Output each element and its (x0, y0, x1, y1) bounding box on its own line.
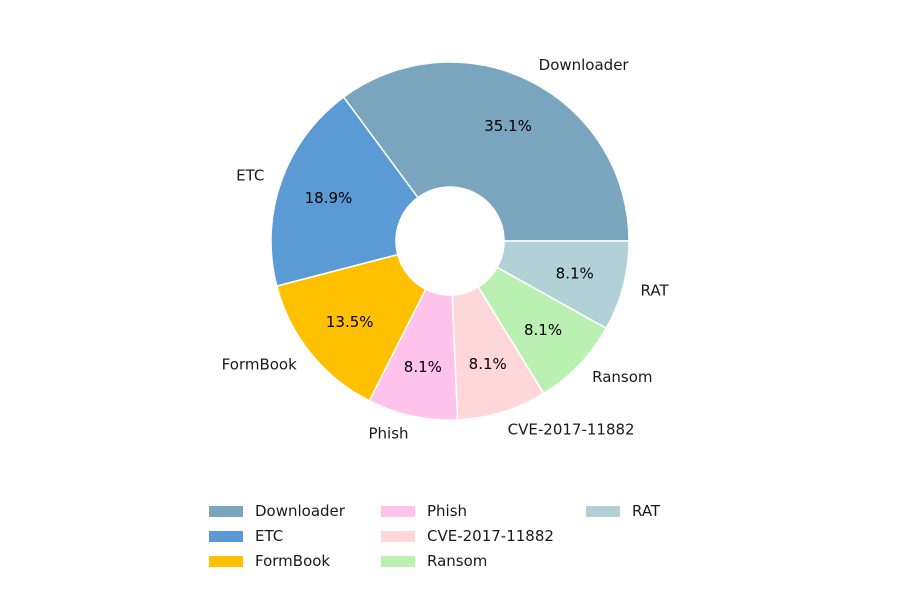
pct-label-ransom: 8.1% (524, 321, 562, 339)
slice-formbook (275, 253, 427, 402)
category-label-cve-2017-11882: CVE-2017-11882 (508, 420, 635, 438)
legend-label-cve-2017-11882: CVE-2017-11882 (427, 527, 554, 545)
labels-group: 35.1% Downloader 18.9% ETC 13.5% FormBook 8.1%… (222, 56, 670, 442)
legend-label-downloader: Downloader (255, 502, 346, 520)
category-label-formbook: FormBook (222, 356, 297, 374)
category-label-ransom: Ransom (592, 368, 652, 386)
legend-entry-rat: RAT (586, 502, 661, 520)
legend-label-phish: Phish (427, 502, 467, 520)
legend-label-etc: ETC (255, 527, 283, 545)
legend-entry-phish: Phish (381, 502, 467, 520)
pct-label-formbook: 13.5% (326, 313, 374, 331)
legend-swatch-downloader (209, 506, 243, 517)
legend-entry-formbook: FormBook (209, 552, 330, 570)
pct-label-cve-2017-11882: 8.1% (469, 355, 507, 373)
slice-etc (270, 96, 419, 288)
legend-swatch-cve-2017-11882 (381, 531, 415, 542)
legend-swatch-etc (209, 531, 243, 542)
legend-label-ransom: Ransom (427, 552, 487, 570)
pct-label-phish: 8.1% (404, 358, 442, 376)
legend: Downloader ETC FormBook Phish CVE-2017-11882… (209, 502, 661, 570)
slices-group (270, 61, 630, 421)
pct-label-etc: 18.9% (305, 189, 353, 207)
slice-downloader (342, 61, 630, 242)
category-label-phish: Phish (368, 424, 408, 442)
category-label-etc: ETC (236, 166, 264, 184)
slice-rat (496, 240, 630, 330)
category-label-rat: RAT (641, 282, 670, 300)
category-label-downloader: Downloader (539, 56, 630, 74)
legend-swatch-phish (381, 506, 415, 517)
legend-label-formbook: FormBook (255, 552, 330, 570)
legend-swatch-formbook (209, 556, 243, 567)
legend-entry-ransom: Ransom (381, 552, 487, 570)
legend-entry-downloader: Downloader (209, 502, 346, 520)
legend-entry-cve-2017-11882: CVE-2017-11882 (381, 527, 554, 545)
legend-entry-etc: ETC (209, 527, 283, 545)
legend-swatch-rat (586, 506, 620, 517)
pct-label-downloader: 35.1% (484, 117, 532, 135)
legend-label-rat: RAT (632, 502, 661, 520)
legend-swatch-ransom (381, 556, 415, 567)
pct-label-rat: 8.1% (556, 264, 594, 282)
